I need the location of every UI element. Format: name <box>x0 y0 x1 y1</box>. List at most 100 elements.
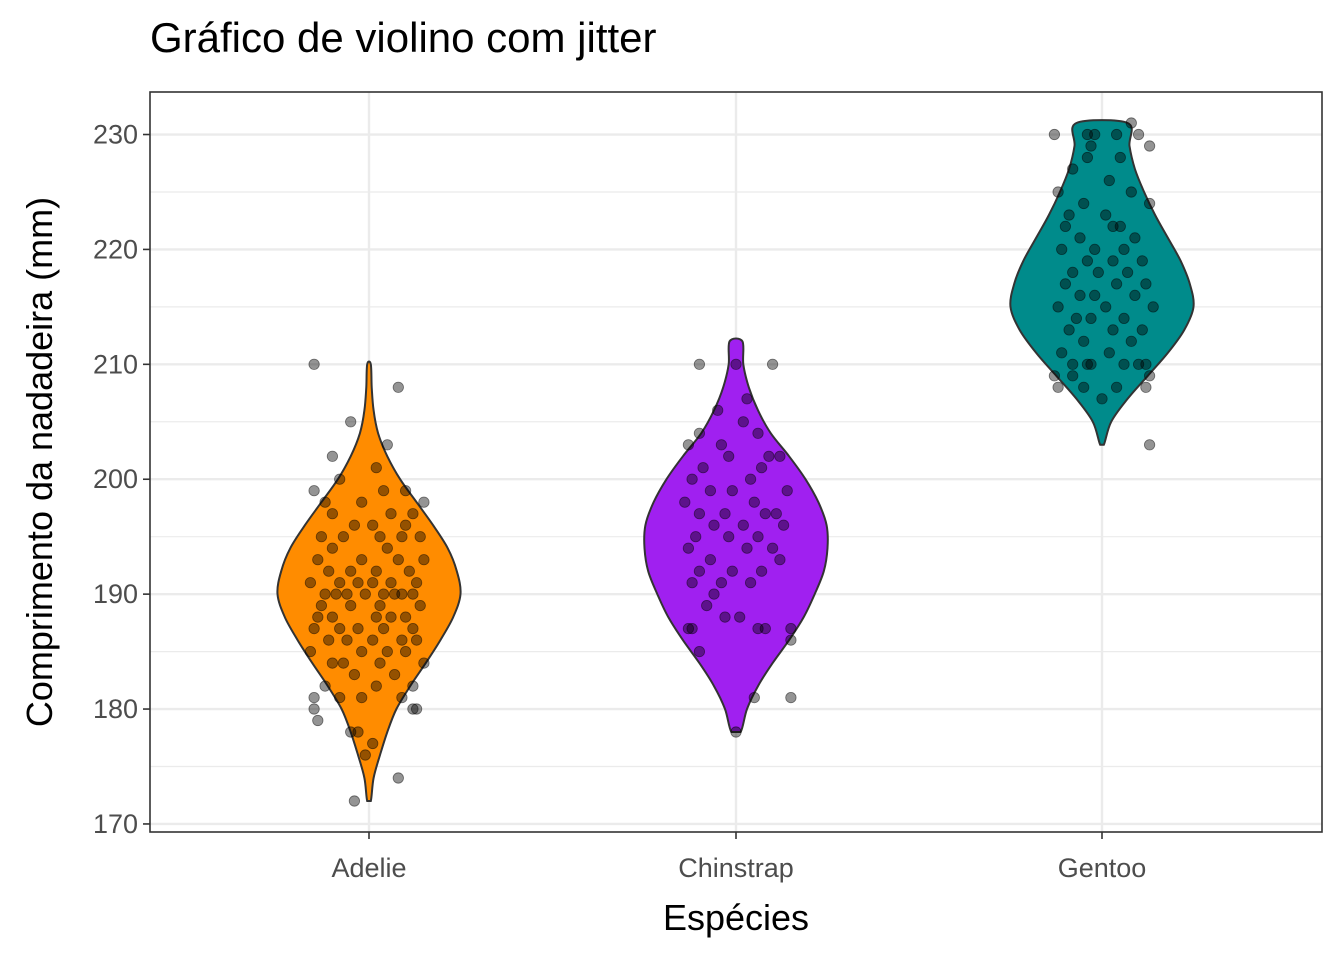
point-chinstrap <box>701 599 713 612</box>
point-adelie <box>323 565 335 577</box>
point-adelie <box>374 531 386 543</box>
point-chinstrap <box>766 358 779 370</box>
point-gentoo <box>1056 347 1068 359</box>
point-gentoo <box>1085 358 1097 370</box>
point-chinstrap <box>748 691 760 704</box>
point-gentoo <box>1059 220 1072 232</box>
point-adelie <box>414 599 426 612</box>
point-gentoo <box>1078 381 1090 393</box>
point-gentoo <box>1136 255 1148 267</box>
y-tick-label: 230 <box>93 120 138 150</box>
x-tick-label: Chinstrap <box>678 853 794 883</box>
point-gentoo <box>1140 381 1152 393</box>
point-gentoo <box>1096 393 1108 405</box>
point-chinstrap <box>730 726 742 738</box>
point-gentoo <box>1129 232 1141 244</box>
point-adelie <box>407 622 419 635</box>
point-chinstrap <box>759 508 771 520</box>
point-chinstrap <box>693 358 706 370</box>
point-adelie <box>308 622 320 635</box>
x-tick-label: Gentoo <box>1058 853 1147 883</box>
point-gentoo <box>1067 370 1079 382</box>
x-tick-label: Adelie <box>331 853 406 883</box>
point-adelie <box>407 680 419 692</box>
chart-title: Gráfico de violino com jitter <box>150 14 657 61</box>
point-chinstrap <box>686 577 698 589</box>
point-gentoo <box>1100 301 1112 313</box>
point-gentoo <box>1089 289 1101 301</box>
point-gentoo <box>1147 301 1159 313</box>
point-adelie <box>341 634 353 646</box>
point-gentoo <box>1052 381 1064 393</box>
point-chinstrap <box>763 450 775 462</box>
point-adelie <box>352 577 364 589</box>
point-adelie <box>356 554 368 566</box>
point-chinstrap <box>741 542 753 554</box>
point-chinstrap <box>752 531 764 543</box>
point-adelie <box>308 691 320 704</box>
point-gentoo <box>1092 266 1104 278</box>
point-adelie <box>312 611 324 623</box>
point-chinstrap <box>785 622 797 635</box>
point-gentoo <box>1067 358 1079 370</box>
point-adelie <box>381 645 393 658</box>
point-adelie <box>304 577 316 589</box>
point-chinstrap <box>744 577 757 589</box>
point-adelie <box>381 439 393 451</box>
point-chinstrap <box>766 542 779 554</box>
point-gentoo <box>1111 278 1123 290</box>
point-gentoo <box>1081 358 1094 370</box>
point-adelie <box>392 554 404 566</box>
point-adelie <box>352 726 364 738</box>
point-chinstrap <box>686 473 698 485</box>
point-gentoo <box>1122 266 1134 278</box>
point-adelie <box>381 542 393 554</box>
point-adelie <box>403 565 415 577</box>
point-gentoo <box>1074 289 1086 301</box>
point-gentoo <box>1067 163 1079 175</box>
point-chinstrap <box>737 519 749 531</box>
point-adelie <box>392 381 404 393</box>
point-adelie <box>377 588 390 600</box>
point-chinstrap <box>693 508 706 520</box>
point-adelie <box>345 416 357 428</box>
point-adelie <box>341 588 353 600</box>
point-gentoo <box>1052 186 1064 198</box>
point-adelie <box>348 668 360 681</box>
point-chinstrap <box>719 508 731 520</box>
point-chinstrap <box>723 531 735 543</box>
point-gentoo <box>1063 209 1075 221</box>
point-gentoo <box>1125 117 1137 129</box>
point-adelie <box>377 622 390 635</box>
point-adelie <box>312 554 324 566</box>
point-chinstrap <box>679 496 691 508</box>
y-tick-label: 170 <box>93 809 138 839</box>
point-gentoo <box>1100 209 1112 221</box>
point-gentoo <box>1125 335 1137 347</box>
y-tick-label: 180 <box>93 694 138 724</box>
point-adelie <box>323 634 335 646</box>
point-adelie <box>348 795 360 807</box>
point-chinstrap <box>777 519 790 531</box>
point-gentoo <box>1103 174 1115 187</box>
point-adelie <box>308 703 320 715</box>
point-chinstrap <box>726 485 738 497</box>
point-chinstrap <box>708 519 720 531</box>
point-chinstrap <box>730 358 742 370</box>
point-adelie <box>345 565 357 577</box>
point-adelie <box>315 531 327 543</box>
point-gentoo <box>1078 335 1090 347</box>
point-adelie <box>326 542 338 554</box>
point-chinstrap <box>690 531 702 543</box>
x-axis-title: Espécies <box>663 897 809 938</box>
point-adelie <box>399 611 412 623</box>
point-adelie <box>396 531 408 543</box>
point-gentoo <box>1107 255 1119 267</box>
point-adelie <box>367 577 379 589</box>
violin-gentoo <box>1009 119 1195 446</box>
point-adelie <box>367 634 379 646</box>
point-adelie <box>374 599 386 612</box>
point-chinstrap <box>704 485 717 497</box>
point-adelie <box>385 577 397 589</box>
